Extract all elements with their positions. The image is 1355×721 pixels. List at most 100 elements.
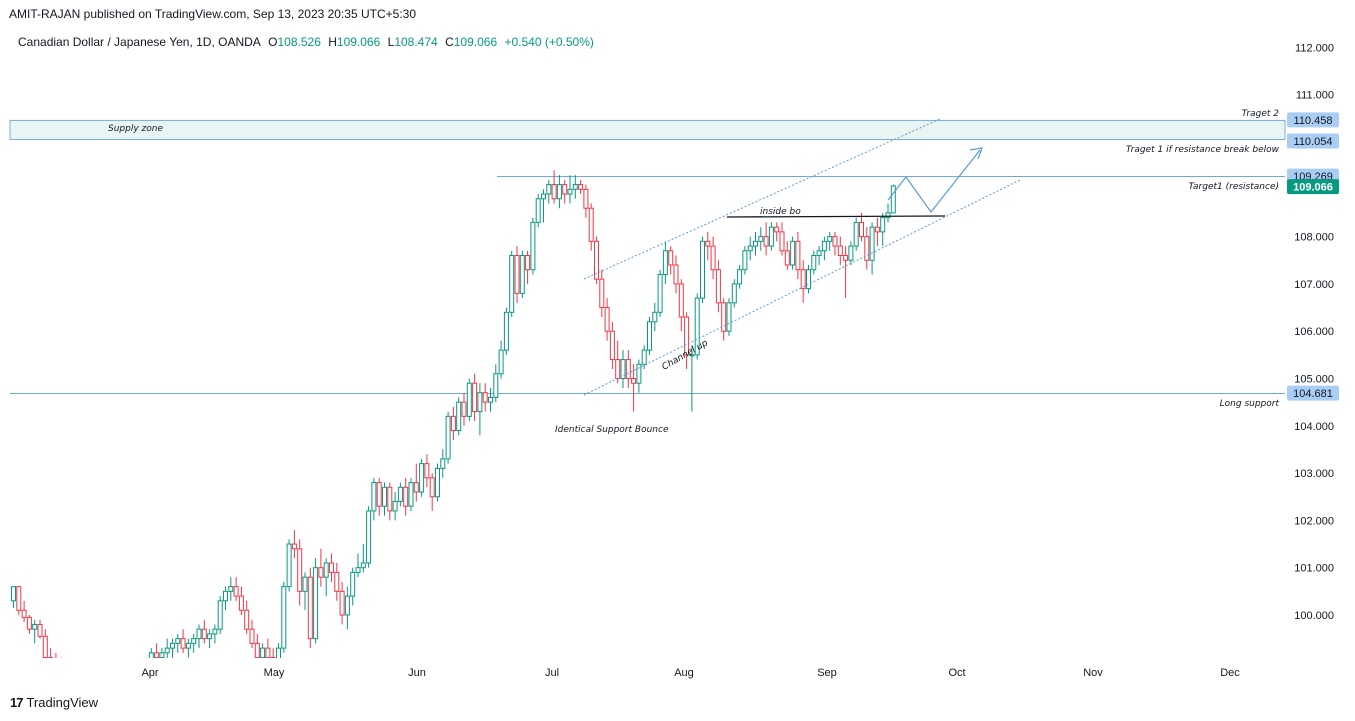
tradingview-logo-icon: 17 xyxy=(10,695,24,710)
candle-body xyxy=(519,255,525,294)
y-tick-label: 103.000 xyxy=(1294,468,1334,480)
x-month-label: Jul xyxy=(545,667,559,679)
x-month-label: Dec xyxy=(1220,667,1240,679)
tradingview-brand[interactable]: 17 TradingView xyxy=(10,695,98,710)
candle-body xyxy=(535,198,541,223)
candle-body xyxy=(323,562,329,578)
candle-body xyxy=(806,269,811,290)
candle-body xyxy=(477,392,483,413)
candle-body xyxy=(159,652,165,658)
price-tag-label: 110.054 xyxy=(1294,136,1333,148)
candle-body xyxy=(254,642,260,658)
candle-body xyxy=(694,297,700,356)
candle-body xyxy=(107,681,111,686)
traget-1-label: Traget 1 if resistance break below xyxy=(1126,145,1280,155)
candle-body xyxy=(329,562,334,573)
candle-body xyxy=(424,463,430,479)
symbol-title[interactable]: Canadian Dollar / Japanese Yen, 1D, OAND… xyxy=(18,35,261,49)
candle-body xyxy=(339,590,345,616)
candle-body xyxy=(450,415,456,432)
candle-body xyxy=(541,193,546,200)
candle-body xyxy=(684,316,690,356)
candle-body xyxy=(276,647,281,658)
candle-body xyxy=(11,586,16,602)
candle-body xyxy=(482,392,488,403)
candle-body xyxy=(652,311,658,323)
candle-body xyxy=(599,278,605,309)
brand-name: TradingView xyxy=(26,695,99,710)
candle-body xyxy=(503,311,509,351)
x-month-label: May xyxy=(264,667,285,679)
open-label: O xyxy=(268,35,278,49)
candle-body xyxy=(594,240,599,280)
candle-body xyxy=(843,255,849,261)
projection-path xyxy=(887,149,981,213)
candle-body xyxy=(779,231,785,252)
candle-body xyxy=(180,638,186,649)
long-support-label: Long support xyxy=(1220,399,1280,409)
candle-body xyxy=(435,467,440,498)
candle-body xyxy=(70,676,74,681)
candle-body xyxy=(397,486,403,502)
chart-legend: Canadian Dollar / Japanese Yen, 1D, OAND… xyxy=(18,35,598,49)
candle-body xyxy=(885,212,891,219)
close-value: 109.066 xyxy=(453,35,498,49)
supply-zone-label: Supply zone xyxy=(108,124,163,134)
high-value: 109.066 xyxy=(336,35,381,49)
price-tag-label: 110.458 xyxy=(1294,115,1333,127)
candle-body xyxy=(408,482,414,507)
candle-body xyxy=(445,415,451,460)
low-label: L xyxy=(387,35,395,49)
candle-body xyxy=(260,647,266,658)
candle-body xyxy=(620,359,626,379)
candle-body xyxy=(185,642,191,649)
open-value: 108.526 xyxy=(277,35,321,49)
candle-body xyxy=(249,628,255,644)
publish-info: AMIT-RAJAN published on TradingView.com,… xyxy=(9,7,417,21)
candle-body xyxy=(75,676,79,681)
candle-body xyxy=(244,609,250,630)
candle-body xyxy=(21,609,27,618)
traget-2-label: Traget 2 xyxy=(1242,109,1280,119)
candle-body xyxy=(371,482,377,512)
candle-body xyxy=(853,221,859,247)
candle-body xyxy=(80,676,84,681)
support-bounce-label: Identical Support Bounce xyxy=(555,425,669,435)
candle-body xyxy=(768,226,774,247)
candle-body xyxy=(48,657,54,658)
inside-bo-line xyxy=(726,215,946,218)
x-month-label: Apr xyxy=(141,667,158,679)
candle-body xyxy=(196,628,202,640)
candle-body xyxy=(133,672,137,677)
candle-body xyxy=(86,681,90,686)
candle-body xyxy=(774,226,780,233)
candle-body xyxy=(525,255,531,271)
candle-body xyxy=(700,240,705,299)
candle-body xyxy=(456,401,462,432)
candle-body xyxy=(37,623,43,637)
candle-body xyxy=(572,184,578,190)
candles-layer xyxy=(11,170,896,686)
candle-body xyxy=(175,638,181,644)
candle-body xyxy=(869,226,875,261)
x-month-label: Sep xyxy=(817,667,837,679)
supply-zone-layer xyxy=(9,119,1286,140)
candle-body xyxy=(784,250,790,266)
candle-body xyxy=(498,349,504,375)
candle-body xyxy=(763,236,769,247)
candle-body xyxy=(631,378,637,384)
candle-body xyxy=(366,510,372,564)
candle-body xyxy=(890,185,896,214)
price-tag-label: 109.066 xyxy=(1293,182,1333,194)
candle-body xyxy=(816,250,822,257)
candle-body xyxy=(376,482,382,507)
y-tick-label: 105.000 xyxy=(1294,374,1334,386)
candle-body xyxy=(710,245,716,271)
candle-body xyxy=(42,635,48,658)
candle-body xyxy=(673,264,679,285)
candle-body xyxy=(737,269,743,285)
candle-body xyxy=(32,623,38,630)
candle-body xyxy=(413,482,419,493)
annotations-layer: Supply zone Traget 2 Traget 1 if resistanc… xyxy=(108,109,1280,435)
